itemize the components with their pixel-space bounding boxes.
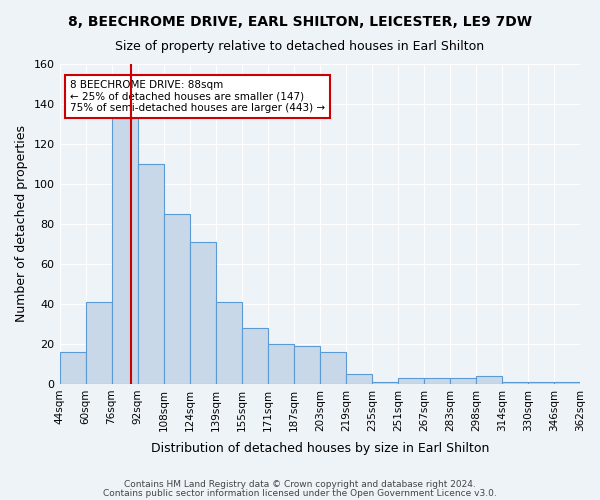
Bar <box>294 346 320 384</box>
Text: Contains public sector information licensed under the Open Government Licence v3: Contains public sector information licen… <box>103 488 497 498</box>
Bar <box>59 352 86 384</box>
Bar <box>112 118 137 384</box>
Bar <box>320 352 346 384</box>
Bar <box>450 378 476 384</box>
Bar <box>268 344 294 384</box>
Bar <box>528 382 554 384</box>
Text: 8, BEECHROME DRIVE, EARL SHILTON, LEICESTER, LE9 7DW: 8, BEECHROME DRIVE, EARL SHILTON, LEICES… <box>68 15 532 29</box>
Bar <box>137 164 164 384</box>
Bar <box>164 214 190 384</box>
Bar <box>398 378 424 384</box>
Bar <box>424 378 450 384</box>
Y-axis label: Number of detached properties: Number of detached properties <box>15 126 28 322</box>
Bar <box>86 302 112 384</box>
Text: Contains HM Land Registry data © Crown copyright and database right 2024.: Contains HM Land Registry data © Crown c… <box>124 480 476 489</box>
Text: 8 BEECHROME DRIVE: 88sqm
← 25% of detached houses are smaller (147)
75% of semi-: 8 BEECHROME DRIVE: 88sqm ← 25% of detach… <box>70 80 325 113</box>
Bar <box>346 374 372 384</box>
Bar <box>476 376 502 384</box>
Bar <box>554 382 580 384</box>
Bar <box>190 242 215 384</box>
Bar <box>215 302 242 384</box>
Text: Size of property relative to detached houses in Earl Shilton: Size of property relative to detached ho… <box>115 40 485 53</box>
X-axis label: Distribution of detached houses by size in Earl Shilton: Distribution of detached houses by size … <box>151 442 489 455</box>
Bar <box>502 382 528 384</box>
Bar <box>242 328 268 384</box>
Bar <box>372 382 398 384</box>
